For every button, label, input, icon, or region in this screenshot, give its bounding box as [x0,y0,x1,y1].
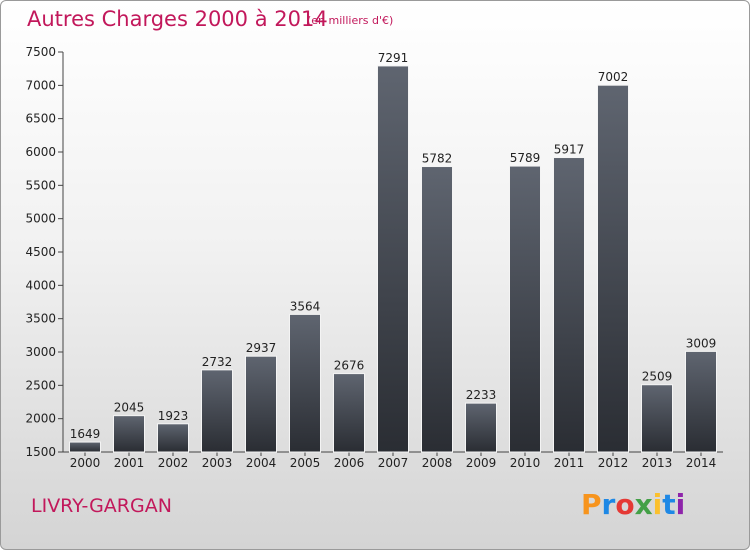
data-label: 1649 [70,427,101,441]
logo-letter: i [652,488,663,521]
bar [685,350,717,453]
data-label: 2509 [642,370,673,384]
x-tick-label: 2004 [246,456,277,470]
x-tick-label: 2001 [114,456,145,470]
y-tick-label: 2000 [25,412,56,426]
x-tick-label: 2008 [422,456,453,470]
logo-letter: P [581,488,602,521]
y-tick-label: 7500 [25,45,56,59]
y-tick-label: 4500 [25,245,56,259]
bar [509,165,541,453]
data-label: 5917 [554,143,585,157]
y-tick-label: 2500 [25,378,56,392]
data-label: 7002 [598,70,629,84]
bar [597,84,629,453]
x-tick-label: 2009 [466,456,497,470]
data-label: 2732 [202,355,233,369]
y-tick-label: 5000 [25,212,56,226]
bar [421,166,453,453]
bar [641,384,673,453]
logo-letter: x [634,488,653,521]
data-label: 1923 [158,409,189,423]
x-tick-label: 2011 [554,456,585,470]
chart-bars [69,65,717,453]
bar [333,373,365,453]
bar [69,441,101,453]
data-label: 5789 [510,151,541,165]
logo-letter: o [615,488,635,521]
y-tick-label: 4000 [25,278,56,292]
data-label: 2045 [114,401,145,415]
data-label: 2676 [334,359,365,373]
y-tick-label: 7000 [25,78,56,92]
bar [465,402,497,453]
x-tick-label: 2014 [686,456,717,470]
bar [245,355,277,453]
data-label: 2937 [246,341,277,355]
x-tick-label: 2005 [290,456,321,470]
x-tick-label: 2003 [202,456,233,470]
data-label: 3564 [290,299,321,313]
x-tick-label: 2006 [334,456,365,470]
x-tick-label: 2002 [158,456,189,470]
y-tick-label: 1500 [25,445,56,459]
chart-labels: 2000 1649 2001 2045 2002 1923 2003 2732 2004 2937… [70,51,717,470]
bar [377,65,409,453]
chart-axes: 1500 2000 2500 3000 3500 4000 4500 5000 5500 6000… [25,45,723,459]
logo-letter: r [601,488,616,521]
chart-subtitle: (en milliers d'€) [307,14,394,27]
location-label: LIVRY-GARGAN [31,495,172,517]
bar [289,313,321,453]
y-tick-label: 6000 [25,145,56,159]
y-tick-label: 3500 [25,312,56,326]
logo-letter: i [675,488,686,521]
data-label: 5782 [422,152,453,166]
bar [201,369,233,453]
logo-letter: t [662,488,676,521]
proxiti-logo[interactable]: Proxiti [581,488,685,521]
data-label: 2233 [466,388,497,402]
data-label: 3009 [686,336,717,350]
x-tick-label: 2012 [598,456,629,470]
bar [113,415,145,453]
x-tick-label: 2007 [378,456,409,470]
y-tick-label: 6500 [25,112,56,126]
x-tick-label: 2000 [70,456,101,470]
x-tick-label: 2013 [642,456,673,470]
x-tick-label: 2010 [510,456,541,470]
data-label: 7291 [378,51,409,65]
y-tick-label: 3000 [25,345,56,359]
bar [553,157,585,453]
bar [157,423,189,453]
y-tick-label: 5500 [25,178,56,192]
chart-title: Autres Charges 2000 à 2014 [27,7,328,31]
